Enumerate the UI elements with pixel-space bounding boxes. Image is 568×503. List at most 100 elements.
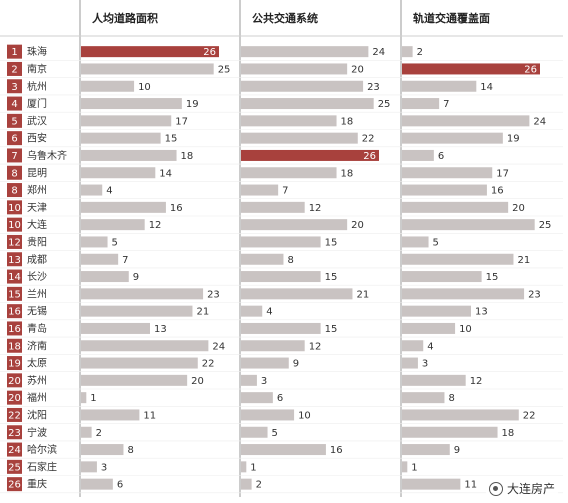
city-label: 兰州: [27, 287, 47, 300]
rank-label: 13: [8, 255, 21, 266]
value-label: 17: [496, 168, 509, 179]
value-label: 18: [341, 168, 354, 179]
rank-badge: [7, 286, 22, 301]
rank-label: 5: [11, 116, 17, 127]
rank-label: 4: [11, 99, 17, 110]
column-title-1: 人均道路面积: [92, 11, 158, 25]
rank-badge: [7, 217, 22, 232]
bar: [241, 478, 252, 490]
value-label: 16: [330, 445, 343, 456]
wechat-channel-icon: [488, 481, 503, 496]
rank-label: 16: [8, 307, 21, 318]
value-label: 11: [464, 480, 477, 491]
rank-label: 10: [8, 220, 21, 231]
bar: [402, 167, 493, 179]
bar: [241, 305, 263, 317]
bar: [241, 426, 268, 438]
bar: [402, 132, 503, 144]
rank-badge: [7, 442, 22, 457]
value-label: 7: [122, 255, 128, 266]
rank-label: 8: [11, 168, 17, 179]
value-label: 10: [138, 82, 151, 93]
bar: [241, 167, 337, 179]
bar: [81, 115, 172, 127]
value-label: 6: [117, 480, 123, 491]
city-label: 珠海: [27, 45, 47, 58]
city-label: 贵阳: [27, 235, 47, 248]
bar: [241, 184, 279, 196]
city-label: 大连: [27, 218, 47, 231]
value-label: 22: [202, 359, 215, 370]
bar: [81, 236, 108, 248]
bar: [241, 149, 379, 161]
value-label: 16: [491, 186, 504, 197]
bar: [241, 132, 358, 144]
bar: [402, 340, 424, 352]
rank-badge: [7, 113, 22, 128]
value-label: 3: [101, 462, 107, 473]
value-label: 12: [470, 376, 483, 387]
value-label: 6: [438, 151, 444, 162]
bar: [81, 63, 214, 75]
bar: [81, 149, 177, 161]
bar: [402, 236, 429, 248]
value-label: 8: [448, 393, 454, 404]
bar: [241, 444, 326, 456]
bar: [241, 409, 295, 421]
value-label: 16: [170, 203, 183, 214]
city-label: 成都: [27, 254, 47, 266]
bar: [81, 80, 135, 92]
city-label: 杭州: [27, 80, 47, 93]
rank-label: 24: [8, 445, 21, 456]
rank-label: 20: [8, 393, 21, 404]
city-label: 南京: [27, 62, 47, 75]
value-label: 5: [272, 428, 278, 439]
rank-label: 2: [11, 64, 17, 75]
rank-label: 22: [8, 410, 21, 421]
bar: [81, 374, 188, 386]
value-label: 18: [502, 428, 515, 439]
bar: [241, 80, 364, 92]
watermark-label: 大连房产: [506, 482, 555, 496]
city-label: 郑州: [27, 184, 47, 197]
city-label: 宁波: [27, 426, 47, 439]
bar: [402, 46, 413, 58]
value-label: 17: [175, 116, 188, 127]
bar: [402, 201, 509, 213]
bar: [402, 219, 535, 231]
bar: [81, 201, 166, 213]
rank-label: 18: [8, 341, 21, 352]
city-label: 西安: [27, 132, 47, 145]
value-label: 26: [524, 64, 537, 75]
rank-badge: [7, 304, 22, 319]
rank-label: 1: [11, 47, 17, 58]
value-label: 9: [293, 359, 299, 370]
city-label: 太原: [27, 357, 47, 370]
value-label: 6: [277, 393, 283, 404]
value-label: 24: [372, 47, 385, 58]
bar: [81, 167, 156, 179]
value-label: 4: [427, 341, 433, 352]
rank-badge: [7, 356, 22, 371]
rank-badge: [7, 200, 22, 215]
bar: [241, 115, 337, 127]
bar: [402, 322, 456, 334]
value-label: 7: [282, 186, 288, 197]
value-label: 24: [533, 116, 546, 127]
value-label: 1: [411, 462, 417, 473]
rank-label: 26: [8, 480, 21, 491]
city-label: 武汉: [27, 114, 47, 127]
bar: [241, 461, 247, 473]
value-label: 19: [186, 99, 199, 110]
column-title-2: 公共交通系统: [252, 11, 318, 25]
value-label: 1: [250, 462, 256, 473]
bar: [81, 271, 129, 283]
bar: [402, 115, 530, 127]
value-label: 8: [287, 255, 293, 266]
bar: [402, 374, 466, 386]
value-label: 14: [159, 168, 172, 179]
value-label: 5: [433, 237, 439, 248]
value-label: 10: [459, 324, 472, 335]
rank-badge: [7, 234, 22, 249]
rank-badge: [7, 459, 22, 474]
